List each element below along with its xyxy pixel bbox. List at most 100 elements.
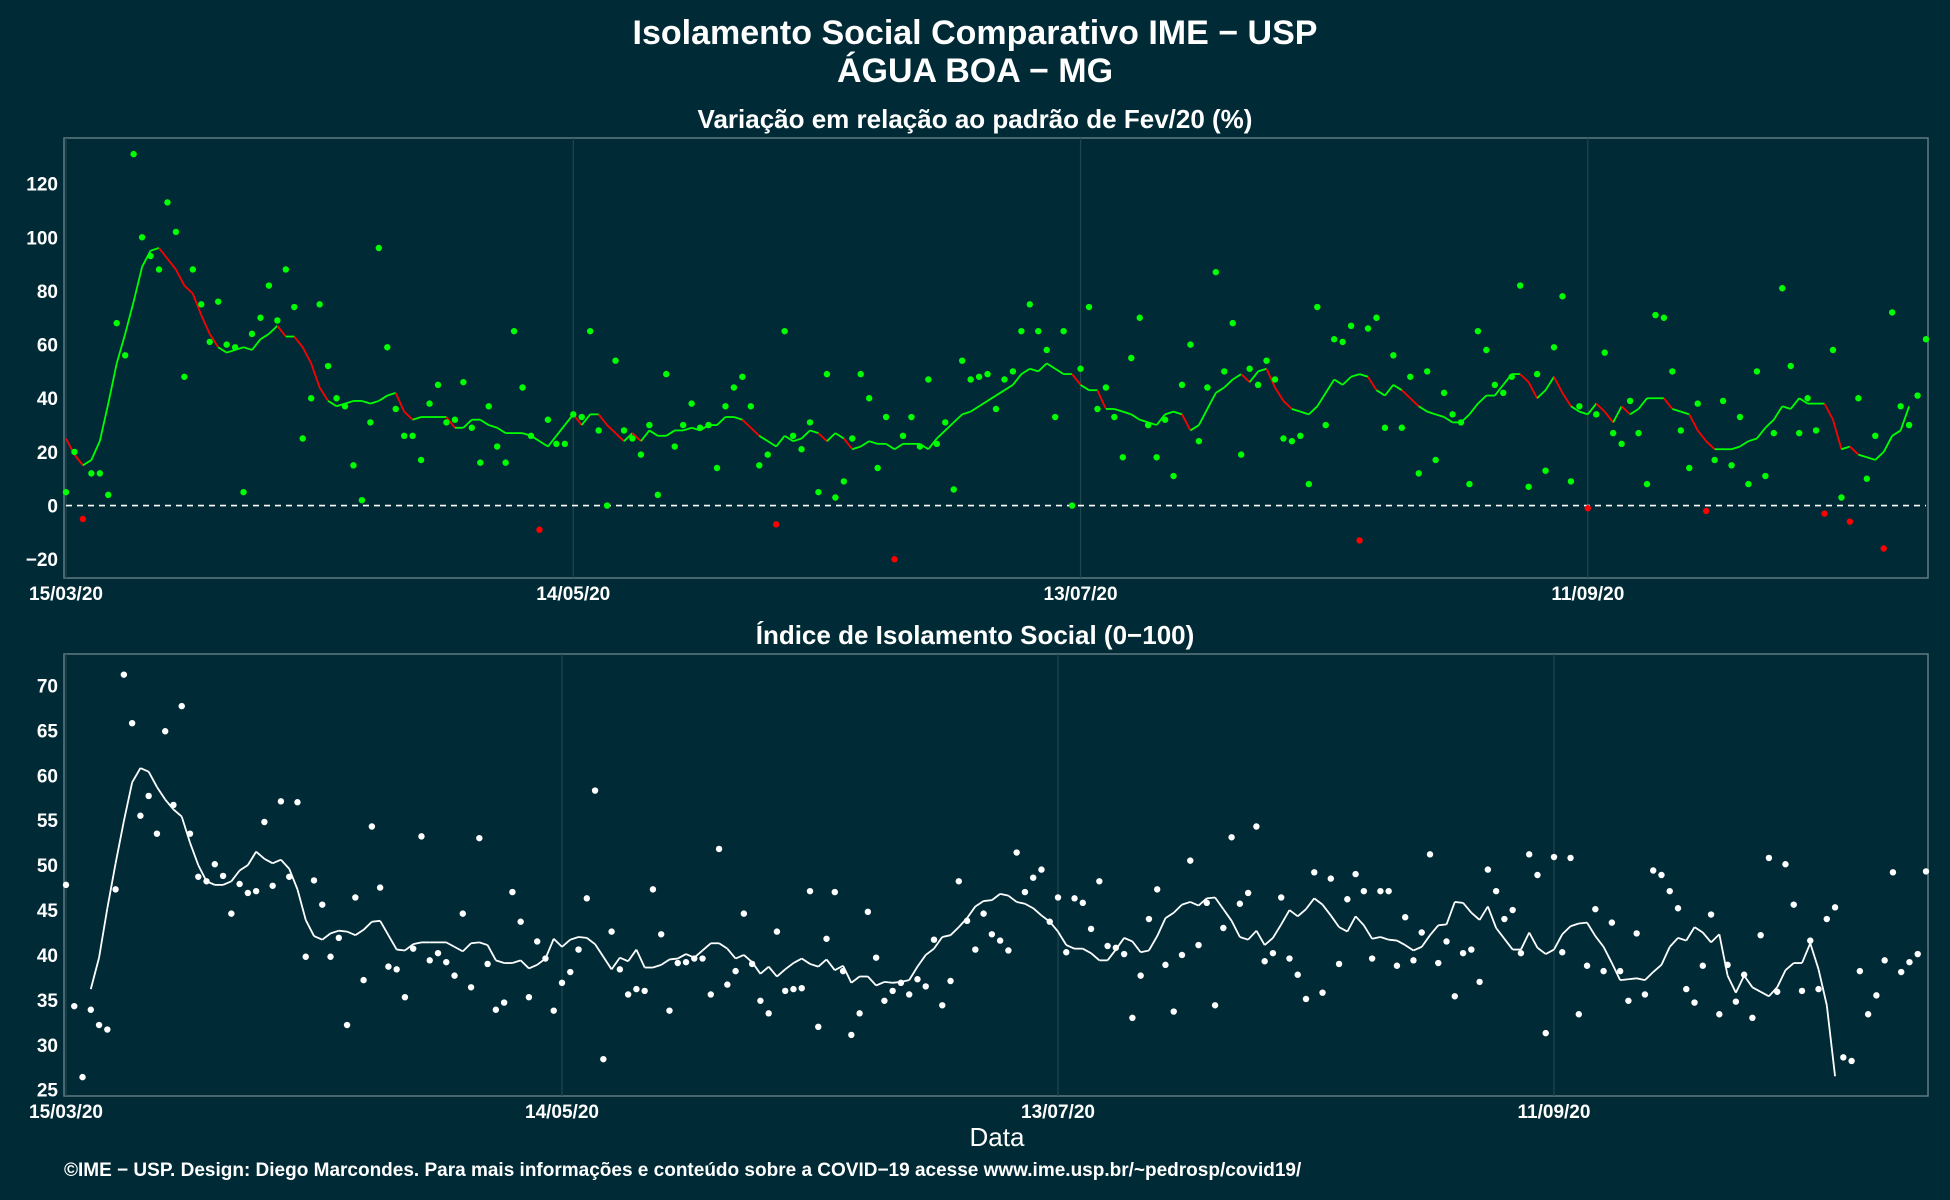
moving-average-segment <box>809 429 819 434</box>
data-point <box>891 556 898 563</box>
data-point <box>988 931 996 938</box>
moving-average-segment <box>462 419 473 429</box>
data-point <box>747 403 755 410</box>
data-point <box>1054 894 1062 901</box>
data-point <box>1111 413 1118 421</box>
data-point <box>509 888 516 896</box>
moving-average-segment <box>488 424 498 429</box>
moving-average-segment <box>1825 1005 1836 1077</box>
data-point <box>1432 456 1439 464</box>
data-point <box>376 884 384 891</box>
data-point <box>1005 947 1012 954</box>
moving-average-segment <box>1751 986 1762 993</box>
data-point <box>1643 480 1651 488</box>
moving-average-segment <box>486 944 497 961</box>
moving-average-segment <box>1396 939 1406 946</box>
data-point <box>671 443 678 450</box>
data-point <box>1863 475 1871 482</box>
moving-average-segment <box>1817 969 1828 1006</box>
x-tick-label: 11/09/20 <box>1551 584 1624 605</box>
data-point <box>748 960 756 968</box>
data-point <box>682 958 690 966</box>
moving-average-segment <box>175 269 186 286</box>
data-point <box>1550 344 1558 351</box>
moving-average-segment <box>90 440 101 461</box>
moving-average-segment <box>222 880 232 886</box>
data-point <box>460 378 467 386</box>
data-point <box>1228 834 1235 841</box>
data-point <box>1831 904 1839 911</box>
moving-average-segment <box>1003 384 1014 391</box>
data-point <box>1319 989 1326 996</box>
moving-average-segment <box>1602 946 1613 964</box>
data-point <box>823 935 830 942</box>
data-point <box>916 443 924 450</box>
moving-average-segment <box>272 858 282 865</box>
moving-average-segment <box>1206 896 1216 900</box>
data-point <box>1798 987 1806 995</box>
data-point <box>972 946 979 953</box>
data-point <box>467 984 475 991</box>
data-point <box>815 1023 822 1031</box>
data-point <box>534 938 541 945</box>
data-point <box>1410 957 1417 964</box>
data-point <box>1922 336 1930 343</box>
data-point <box>1466 480 1473 488</box>
moving-average-segment <box>1367 376 1378 391</box>
data-point <box>950 486 957 493</box>
moving-average-segment <box>569 936 579 941</box>
moving-average-segment <box>338 929 348 933</box>
data-point <box>1686 464 1693 472</box>
data-point <box>1732 998 1740 1005</box>
moving-average-segment <box>1114 408 1124 413</box>
data-point <box>211 861 218 868</box>
data-point <box>1584 505 1592 512</box>
moving-average-segment <box>330 929 340 935</box>
data-point <box>1385 887 1392 895</box>
data-point <box>189 266 197 273</box>
moving-average-segment <box>124 301 135 335</box>
moving-average-segment <box>344 400 354 405</box>
moving-average-segment <box>1308 405 1318 415</box>
moving-average-segment <box>403 411 414 421</box>
data-point <box>1724 961 1731 969</box>
data-point <box>544 416 552 423</box>
data-point <box>1559 293 1566 300</box>
data-point <box>443 958 450 966</box>
moving-average-segment <box>1164 410 1174 416</box>
data-point <box>1009 368 1017 375</box>
data-point <box>1787 362 1794 370</box>
moving-average-segment <box>1773 405 1784 421</box>
moving-average-segment <box>304 919 315 937</box>
data-point <box>1398 424 1406 431</box>
moving-average-segment <box>1604 411 1614 423</box>
moving-average-segment <box>602 956 613 970</box>
moving-average-segment <box>147 771 158 788</box>
data-point <box>1297 432 1304 440</box>
moving-average-segment <box>1636 977 1646 981</box>
data-point <box>773 928 781 935</box>
moving-average-segment <box>1065 944 1075 950</box>
data-point <box>1021 888 1029 896</box>
moving-average-segment <box>1197 897 1208 907</box>
y-tick-label: 45 <box>37 901 59 922</box>
data-point <box>666 1007 673 1014</box>
moving-average-segment <box>1595 402 1606 413</box>
data-point <box>1195 941 1202 949</box>
moving-average-segment <box>1409 397 1420 407</box>
moving-average-segment <box>1392 384 1403 391</box>
data-point <box>782 987 789 995</box>
moving-average-segment <box>1122 410 1132 416</box>
data-point <box>620 427 628 434</box>
data-point <box>1071 895 1078 902</box>
data-point <box>1633 930 1640 937</box>
moving-average-segment <box>735 954 745 960</box>
moving-average-segment <box>1338 926 1348 933</box>
moving-average-segment <box>1029 367 1039 373</box>
moving-average-segment <box>387 934 398 951</box>
moving-average-segment <box>150 247 160 252</box>
moving-average-segment <box>327 400 338 408</box>
moving-average-segment <box>1426 410 1436 416</box>
data-point <box>1716 1011 1723 1018</box>
moving-average-segment <box>775 435 786 448</box>
